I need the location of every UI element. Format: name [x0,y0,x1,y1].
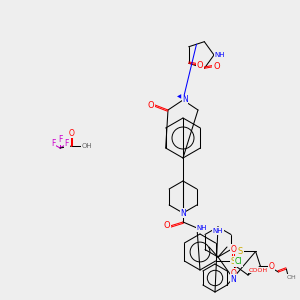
Text: O: O [196,61,203,70]
Text: S: S [238,247,243,256]
Text: COOH: COOH [248,268,268,272]
Text: ◀: ◀ [177,94,181,100]
Text: O: O [268,262,274,271]
Text: OH: OH [286,274,296,280]
Text: O: O [231,268,236,278]
Text: O: O [148,100,154,109]
Text: O: O [231,244,236,253]
Text: O: O [164,221,170,230]
Text: N: N [180,208,186,217]
Text: NH: NH [215,52,225,58]
Text: NH: NH [213,228,223,234]
Text: N: N [182,95,188,104]
Text: N: N [231,274,236,284]
Text: O: O [69,128,75,137]
Text: O: O [213,62,220,71]
Text: OH: OH [82,143,92,149]
Text: Cl: Cl [235,257,242,266]
Text: S: S [231,256,236,266]
Text: F: F [51,140,55,148]
Text: F: F [65,140,69,148]
Text: F: F [58,136,62,145]
Text: NH: NH [197,225,207,231]
